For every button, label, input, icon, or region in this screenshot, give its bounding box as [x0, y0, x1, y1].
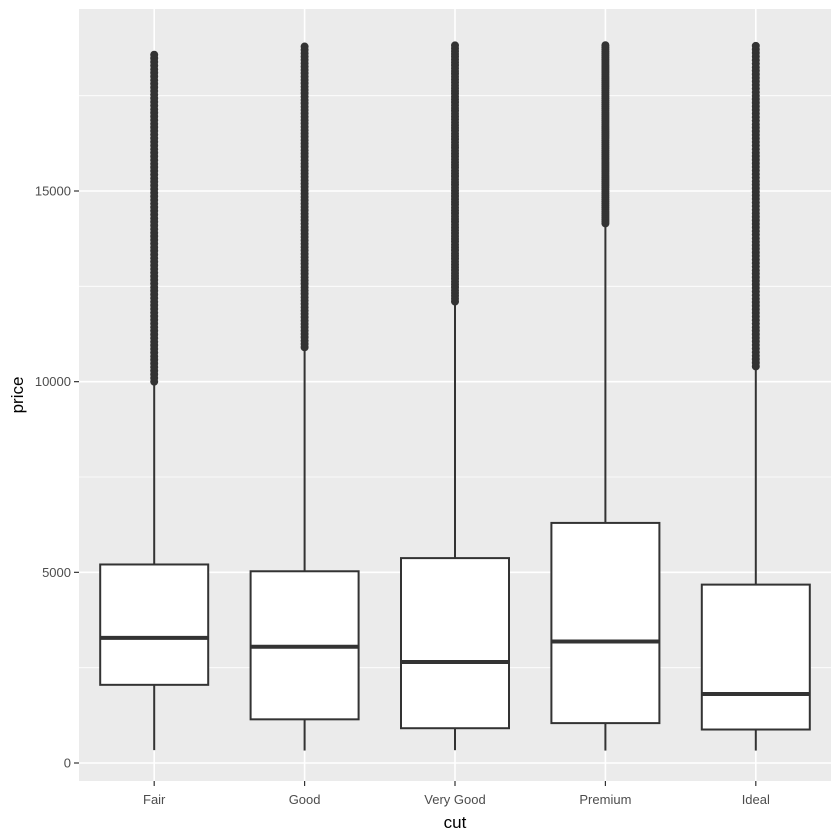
x-tick-label: Very Good — [424, 792, 485, 807]
y-tick-label: 15000 — [35, 184, 71, 199]
box-iqr — [400, 557, 510, 730]
box-iqr — [550, 521, 661, 725]
x-tick-label: Premium — [579, 792, 631, 807]
boxes — [99, 225, 811, 751]
x-tick-label: Ideal — [742, 792, 770, 807]
y-tick-label: 0 — [64, 756, 71, 771]
box-iqr — [99, 563, 210, 686]
outlier-point — [601, 41, 610, 50]
x-tick-label: Good — [289, 792, 321, 807]
x-axis: Fair Good Very Good Premium Ideal — [143, 781, 770, 807]
y-tick-label: 10000 — [35, 374, 71, 389]
x-tick-label: Fair — [143, 792, 166, 807]
y-axis: 0 5000 10000 15000 — [35, 184, 79, 771]
outlier-point — [150, 50, 159, 59]
box-ideal — [700, 368, 811, 751]
box-premium — [550, 225, 661, 751]
box-very-good — [400, 303, 510, 751]
y-tick-label: 5000 — [42, 565, 71, 580]
y-axis-title: price — [8, 377, 27, 414]
box-fair — [99, 383, 210, 751]
outlier-point — [751, 41, 760, 50]
x-axis-title: cut — [444, 813, 467, 832]
outlier-point — [451, 41, 459, 50]
box-iqr — [700, 583, 811, 731]
outlier-points — [150, 41, 760, 386]
box-good — [249, 349, 360, 751]
outlier-point — [300, 42, 309, 51]
